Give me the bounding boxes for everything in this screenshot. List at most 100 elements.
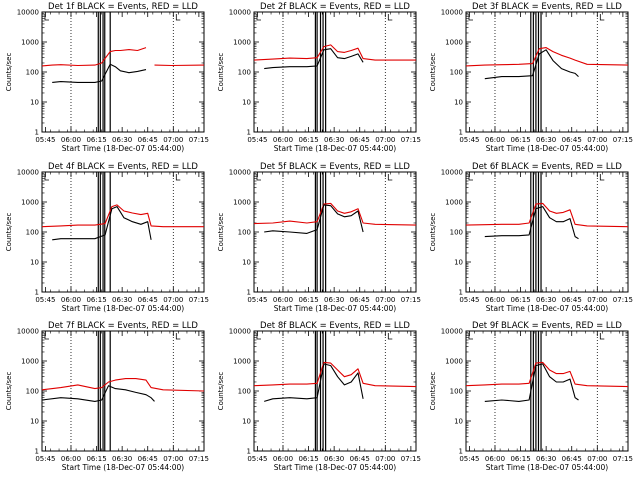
corner-marker bbox=[387, 14, 393, 21]
y-tick-label: 1 bbox=[35, 129, 39, 137]
x-tick-label: 06:30 bbox=[324, 455, 344, 463]
y-tick-label: 10000 bbox=[229, 9, 251, 17]
y-tick-label: 100 bbox=[450, 69, 463, 77]
y-axis-label: Counts/sec bbox=[429, 213, 437, 252]
series-events-line bbox=[484, 206, 579, 240]
series-lld-line bbox=[41, 204, 204, 228]
y-tick-label: 10 bbox=[242, 259, 251, 267]
corner-marker bbox=[599, 174, 605, 181]
x-tick-label: 07:15 bbox=[613, 136, 633, 144]
series-events-line bbox=[41, 385, 155, 402]
x-tick-label: 06:15 bbox=[510, 296, 530, 304]
plot-frame bbox=[41, 330, 205, 452]
x-tick-label: 07:15 bbox=[189, 296, 209, 304]
x-axis-label: Start Time (18-Dec-07 05:44:00) bbox=[274, 463, 396, 472]
x-tick-label: 06:30 bbox=[536, 296, 556, 304]
series-events-line bbox=[264, 204, 364, 234]
series-lld-line bbox=[41, 47, 205, 67]
x-tick-label: 05:45 bbox=[35, 455, 55, 463]
y-tick-label: 1000 bbox=[21, 358, 39, 366]
corner-marker bbox=[175, 333, 181, 340]
plot-frame bbox=[41, 11, 205, 133]
y-tick-label: 10000 bbox=[229, 169, 251, 177]
x-tick-label: 07:15 bbox=[189, 136, 209, 144]
plot-frame bbox=[465, 330, 629, 452]
chart-panel-1: Det 1f BLACK = Events, RED = LLD Counts/s… bbox=[5, 2, 209, 153]
x-tick-label: 05:45 bbox=[459, 296, 479, 304]
x-tick-label: 06:30 bbox=[324, 136, 344, 144]
panel-title: Det 6f BLACK = Events, RED = LLD bbox=[472, 162, 622, 172]
corner-marker bbox=[599, 333, 605, 340]
series-events-line bbox=[264, 48, 364, 70]
corner-marker bbox=[468, 333, 473, 340]
x-tick-label: 06:45 bbox=[350, 136, 370, 144]
y-tick-label: 1 bbox=[35, 289, 39, 297]
y-tick-label: 10000 bbox=[17, 169, 39, 177]
x-tick-label: 07:15 bbox=[401, 296, 421, 304]
corner-marker bbox=[468, 174, 473, 181]
x-tick-label: 07:00 bbox=[375, 455, 395, 463]
y-tick-label: 100 bbox=[26, 388, 39, 396]
y-tick-label: 10 bbox=[454, 418, 463, 426]
x-tick-label: 07:15 bbox=[613, 296, 633, 304]
y-axis-label: Counts/sec bbox=[5, 372, 13, 411]
chart-panel-8: Det 8f BLACK = Events, RED = LLD Counts/s… bbox=[217, 321, 421, 472]
x-tick-label: 06:45 bbox=[562, 455, 582, 463]
x-tick-label: 06:45 bbox=[138, 136, 158, 144]
y-tick-label: 10 bbox=[30, 99, 39, 107]
x-tick-label: 05:45 bbox=[459, 136, 479, 144]
x-tick-label: 07:15 bbox=[613, 455, 633, 463]
x-tick-label: 06:45 bbox=[350, 296, 370, 304]
x-tick-label: 06:30 bbox=[112, 136, 132, 144]
x-tick-label: 06:30 bbox=[536, 455, 556, 463]
y-tick-label: 10 bbox=[454, 259, 463, 267]
y-tick-label: 10000 bbox=[17, 328, 39, 336]
x-tick-label: 07:15 bbox=[189, 455, 209, 463]
y-tick-label: 10000 bbox=[441, 169, 463, 177]
corner-marker bbox=[44, 174, 49, 181]
x-tick-label: 07:00 bbox=[163, 296, 183, 304]
plot-frame bbox=[465, 11, 629, 133]
panel-title: Det 2f BLACK = Events, RED = LLD bbox=[260, 2, 410, 12]
chart-panel-5: Det 5f BLACK = Events, RED = LLD Counts/s… bbox=[217, 162, 421, 313]
x-tick-label: 05:45 bbox=[247, 455, 267, 463]
x-tick-label: 07:00 bbox=[587, 136, 607, 144]
x-tick-label: 06:45 bbox=[350, 455, 370, 463]
series-events-line bbox=[264, 363, 364, 402]
y-axis-label: Counts/sec bbox=[5, 53, 13, 92]
x-tick-label: 07:00 bbox=[163, 455, 183, 463]
corner-marker bbox=[175, 14, 181, 21]
series-events-line bbox=[484, 363, 579, 402]
y-tick-label: 10000 bbox=[441, 328, 463, 336]
x-tick-label: 06:00 bbox=[273, 136, 293, 144]
x-axis-label: Start Time (18-Dec-07 05:44:00) bbox=[274, 304, 396, 313]
x-tick-label: 06:00 bbox=[61, 296, 81, 304]
x-tick-label: 06:30 bbox=[536, 136, 556, 144]
x-tick-label: 06:15 bbox=[298, 455, 318, 463]
plot-frame bbox=[253, 171, 417, 293]
x-tick-label: 06:45 bbox=[138, 296, 158, 304]
y-tick-label: 10 bbox=[242, 418, 251, 426]
panel-title: Det 7f BLACK = Events, RED = LLD bbox=[48, 321, 198, 331]
x-tick-label: 06:00 bbox=[273, 296, 293, 304]
x-tick-label: 07:15 bbox=[401, 455, 421, 463]
y-axis-label: Counts/sec bbox=[429, 53, 437, 92]
y-tick-label: 10000 bbox=[441, 9, 463, 17]
corner-marker bbox=[44, 333, 49, 340]
x-axis-label: Start Time (18-Dec-07 05:44:00) bbox=[62, 304, 184, 313]
corner-marker bbox=[256, 174, 261, 181]
series-lld-line bbox=[253, 202, 417, 226]
y-tick-label: 1 bbox=[247, 289, 251, 297]
y-tick-label: 1000 bbox=[21, 199, 39, 207]
y-tick-label: 1000 bbox=[445, 358, 463, 366]
series-events-line bbox=[484, 49, 579, 80]
y-tick-label: 1000 bbox=[445, 199, 463, 207]
x-tick-label: 06:45 bbox=[562, 136, 582, 144]
chart-panel-3: Det 3f BLACK = Events, RED = LLD Counts/s… bbox=[429, 2, 633, 153]
y-axis-label: Counts/sec bbox=[429, 372, 437, 411]
y-tick-label: 10 bbox=[30, 418, 39, 426]
corner-marker bbox=[387, 333, 393, 340]
plot-frame bbox=[41, 171, 205, 293]
y-tick-label: 1 bbox=[459, 129, 463, 137]
